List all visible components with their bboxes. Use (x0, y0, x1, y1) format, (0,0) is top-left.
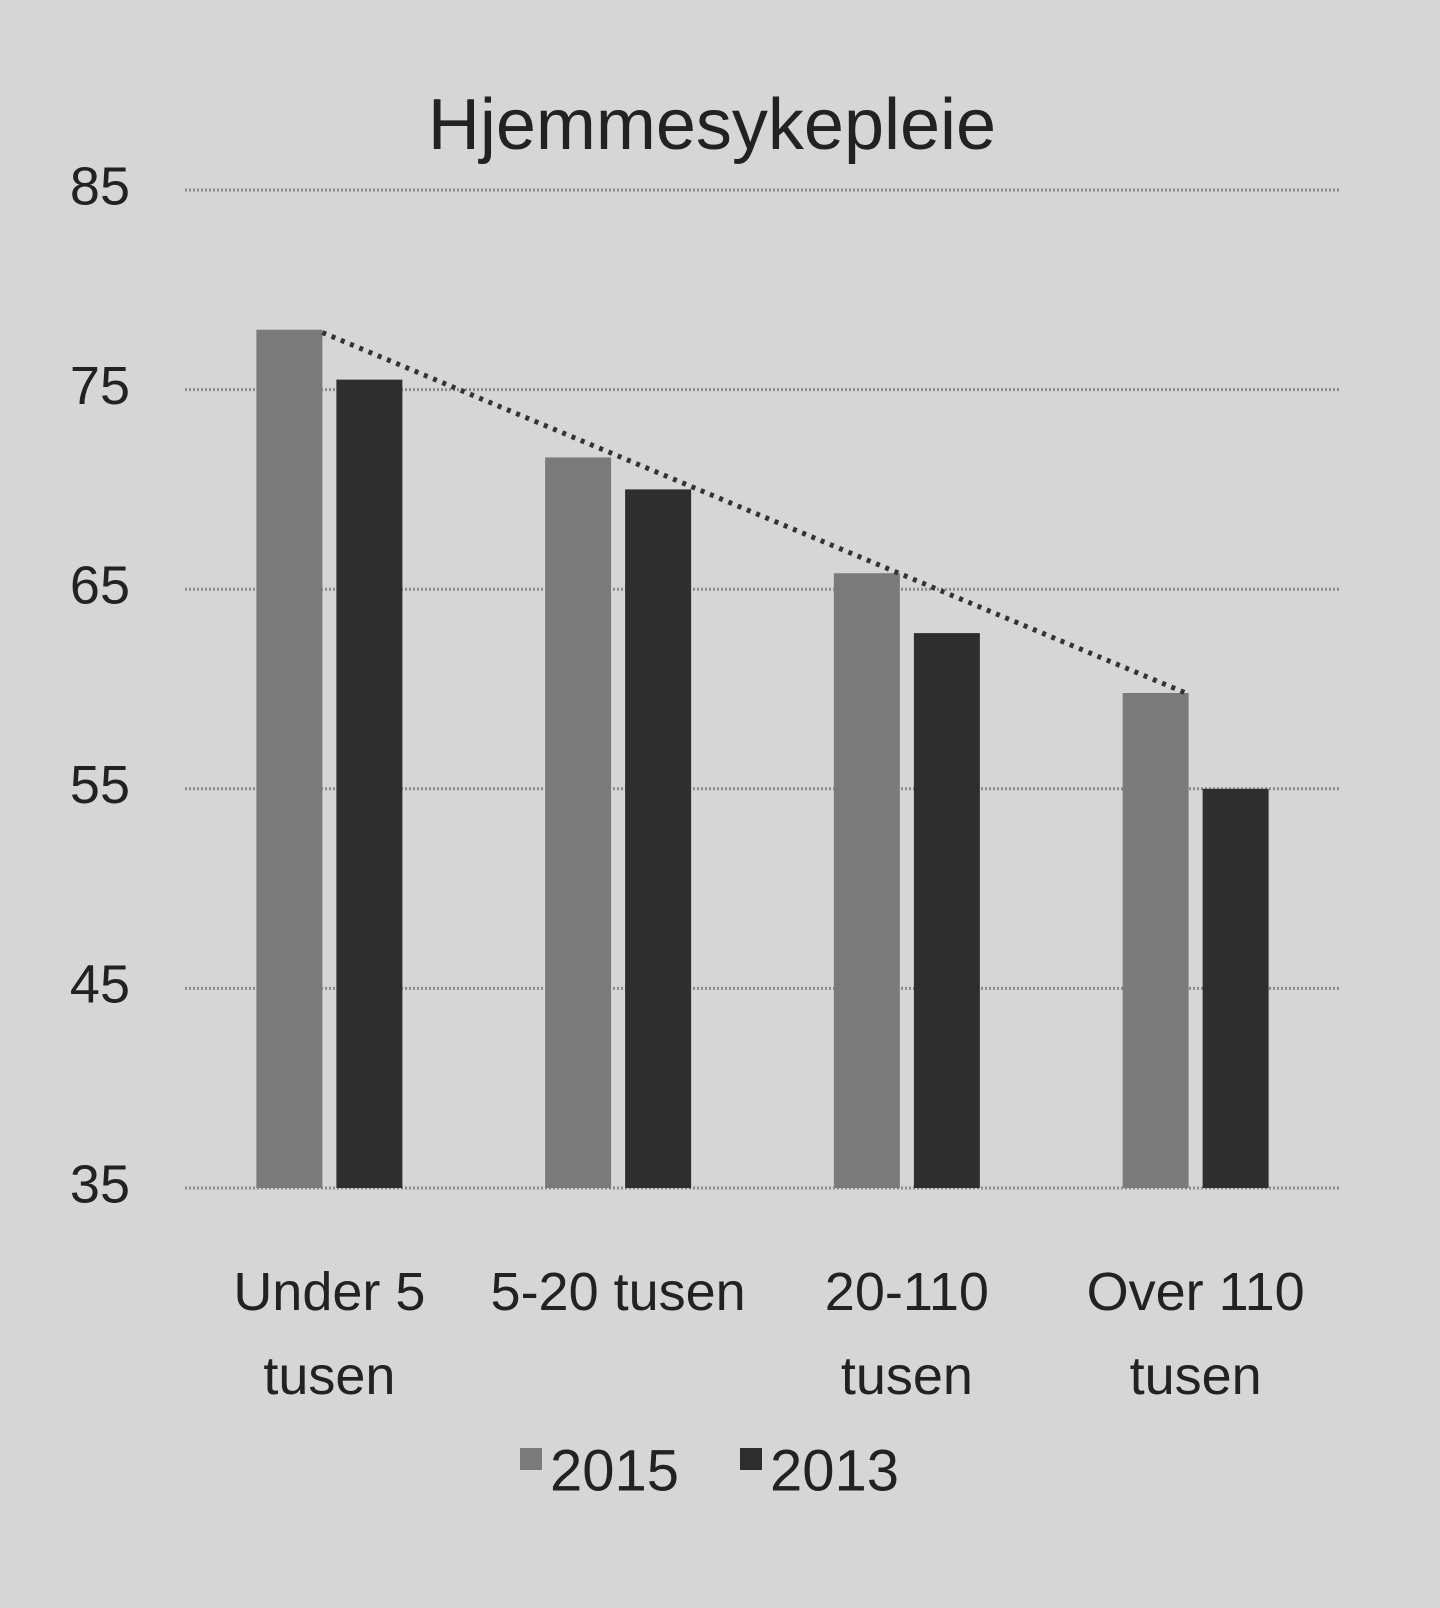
legend-label: 2013 (770, 1438, 899, 1503)
y-tick-label: 35 (70, 1154, 130, 1214)
x-tick-label: 5-20 tusen (490, 1262, 746, 1322)
legend-swatch (740, 1448, 762, 1470)
y-tick-label: 85 (70, 156, 130, 216)
bar (625, 489, 692, 1188)
x-tick-label: 20-110 tusen (824, 1262, 989, 1406)
y-tick-label: 75 (70, 356, 130, 416)
bar (1202, 788, 1269, 1188)
x-tick-label: Over 110 tusen (1086, 1262, 1305, 1406)
bar (256, 329, 323, 1189)
legend-swatch (520, 1448, 542, 1470)
trendline (321, 330, 1190, 697)
legend-label: 2015 (550, 1438, 679, 1503)
bar (545, 457, 612, 1188)
bar (833, 573, 900, 1188)
bar (336, 379, 403, 1188)
y-tick-label: 55 (70, 755, 130, 815)
bar (913, 633, 980, 1188)
y-tick-label: 65 (70, 555, 130, 615)
y-tick-label: 45 (70, 955, 130, 1015)
x-tick-label: Under 5 tusen (233, 1262, 426, 1406)
bar (1122, 692, 1189, 1188)
chart-title: Hjemmesykepleie (428, 85, 996, 165)
